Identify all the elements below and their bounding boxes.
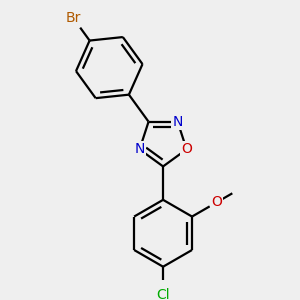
Text: N: N [172, 115, 183, 129]
Text: O: O [181, 142, 192, 156]
Text: Cl: Cl [156, 288, 170, 300]
Text: O: O [211, 195, 222, 209]
Text: Br: Br [65, 11, 81, 25]
Text: N: N [134, 142, 145, 156]
